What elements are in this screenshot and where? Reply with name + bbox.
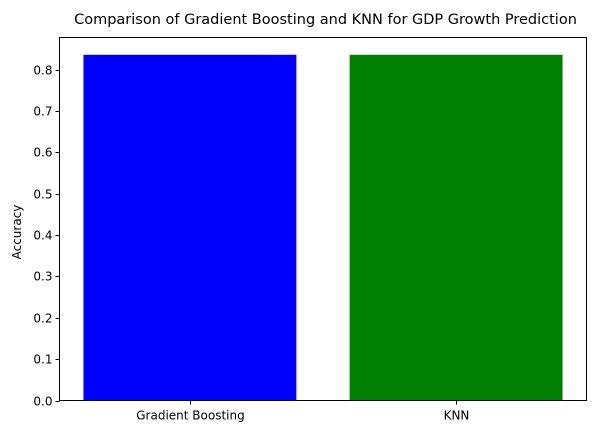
y-axis-label: Accuracy bbox=[10, 205, 24, 260]
y-tick-label: 0.0 bbox=[33, 395, 52, 409]
y-tick-label: 0.1 bbox=[33, 353, 52, 367]
y-tick-label: 0.3 bbox=[33, 270, 52, 284]
y-axis-ticks: 0.0 0.1 0.2 0.3 0.4 0.5 0.6 0.7 0.8 bbox=[33, 64, 60, 409]
x-axis-ticks: Gradient Boosting KNN bbox=[136, 400, 470, 423]
chart-title: Comparison of Gradient Boosting and KNN … bbox=[74, 12, 577, 28]
bar-gradient-boosting bbox=[83, 54, 297, 401]
y-tick-label: 0.7 bbox=[33, 105, 52, 119]
x-tick-label: Gradient Boosting bbox=[136, 409, 244, 423]
y-tick-label: 0.2 bbox=[33, 312, 52, 326]
y-tick-label: 0.4 bbox=[33, 229, 52, 243]
plot-area-frame bbox=[59, 37, 587, 401]
y-tick-label: 0.6 bbox=[33, 146, 52, 160]
bars-group bbox=[83, 54, 563, 401]
x-tick-label: KNN bbox=[444, 409, 470, 423]
y-tick-label: 0.8 bbox=[33, 64, 52, 78]
y-tick-label: 0.5 bbox=[33, 188, 52, 202]
bar-knn bbox=[349, 54, 563, 401]
